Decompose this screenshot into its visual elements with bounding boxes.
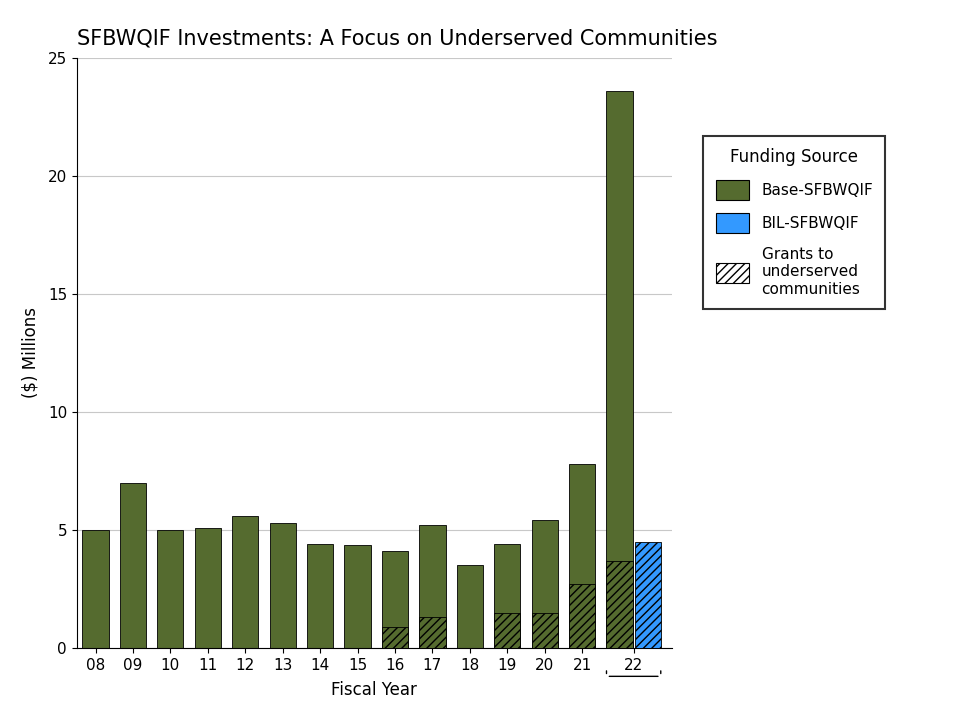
Bar	[494, 544, 520, 648]
Legend: Base-SFBWQIF, BIL-SFBWQIF, Grants to
underserved
communities: Base-SFBWQIF, BIL-SFBWQIF, Grants to und…	[704, 136, 885, 309]
Bar	[120, 482, 146, 648]
Bar	[270, 523, 296, 648]
X-axis label: Fiscal Year: Fiscal Year	[331, 681, 418, 699]
Bar	[83, 530, 108, 648]
Bar	[195, 528, 221, 648]
Bar	[420, 525, 445, 648]
Bar	[345, 545, 371, 648]
Bar	[420, 617, 445, 648]
Bar	[382, 552, 408, 648]
Bar	[232, 516, 258, 648]
Bar	[532, 521, 558, 648]
Bar	[569, 584, 595, 648]
Bar	[307, 544, 333, 648]
Bar	[157, 530, 183, 648]
Bar	[569, 464, 595, 648]
Bar	[382, 626, 408, 648]
Bar	[532, 613, 558, 648]
Bar	[635, 541, 660, 648]
Bar	[607, 91, 633, 648]
Text: SFBWQIF Investments: A Focus on Underserved Communities: SFBWQIF Investments: A Focus on Underser…	[77, 29, 717, 49]
Y-axis label: ($) Millions: ($) Millions	[21, 307, 39, 398]
Bar	[607, 561, 633, 648]
Bar	[457, 565, 483, 648]
Bar	[494, 613, 520, 648]
